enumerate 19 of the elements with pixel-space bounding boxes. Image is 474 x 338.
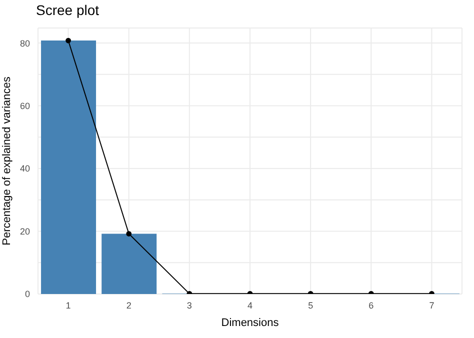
x-tick-label: 2 bbox=[126, 300, 132, 310]
x-axis-title: Dimensions bbox=[221, 317, 280, 329]
y-tick-label: 60 bbox=[20, 100, 30, 111]
point bbox=[126, 231, 132, 236]
y-tick-label: 80 bbox=[20, 38, 30, 48]
y-tick-label: 0 bbox=[24, 289, 30, 300]
point bbox=[66, 38, 71, 44]
x-tick-label: 1 bbox=[66, 300, 71, 310]
y-tick-label: 20 bbox=[20, 226, 30, 236]
y-axis-title: Percentage of explained variances bbox=[0, 76, 13, 246]
y-tick-label: 40 bbox=[20, 164, 30, 174]
x-tick-label: 5 bbox=[308, 300, 314, 310]
x-tick-label: 6 bbox=[368, 300, 374, 310]
x-tick-label: 4 bbox=[247, 300, 253, 310]
bar bbox=[102, 234, 157, 294]
bar bbox=[41, 40, 96, 294]
x-tick-label: 3 bbox=[186, 300, 192, 310]
x-tick-label: 7 bbox=[429, 300, 434, 310]
chart-title: Scree plot bbox=[36, 2, 100, 18]
